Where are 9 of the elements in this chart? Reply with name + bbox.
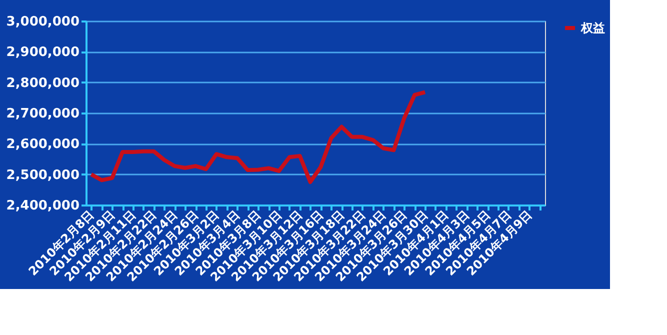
line-series	[89, 90, 428, 184]
y-tick-label: 2,900,000	[6, 45, 80, 60]
y-tick-label: 2,700,000	[6, 106, 80, 122]
legend-label: 权益	[580, 21, 605, 35]
y-tick-label: 2,600,000	[6, 137, 80, 152]
y-tick-label: 3,000,000	[6, 14, 80, 30]
y-tick-label: 2,800,000	[6, 76, 80, 91]
y-tick-label: 2,400,000	[6, 198, 80, 214]
y-tick-label: 2,500,000	[6, 168, 80, 183]
